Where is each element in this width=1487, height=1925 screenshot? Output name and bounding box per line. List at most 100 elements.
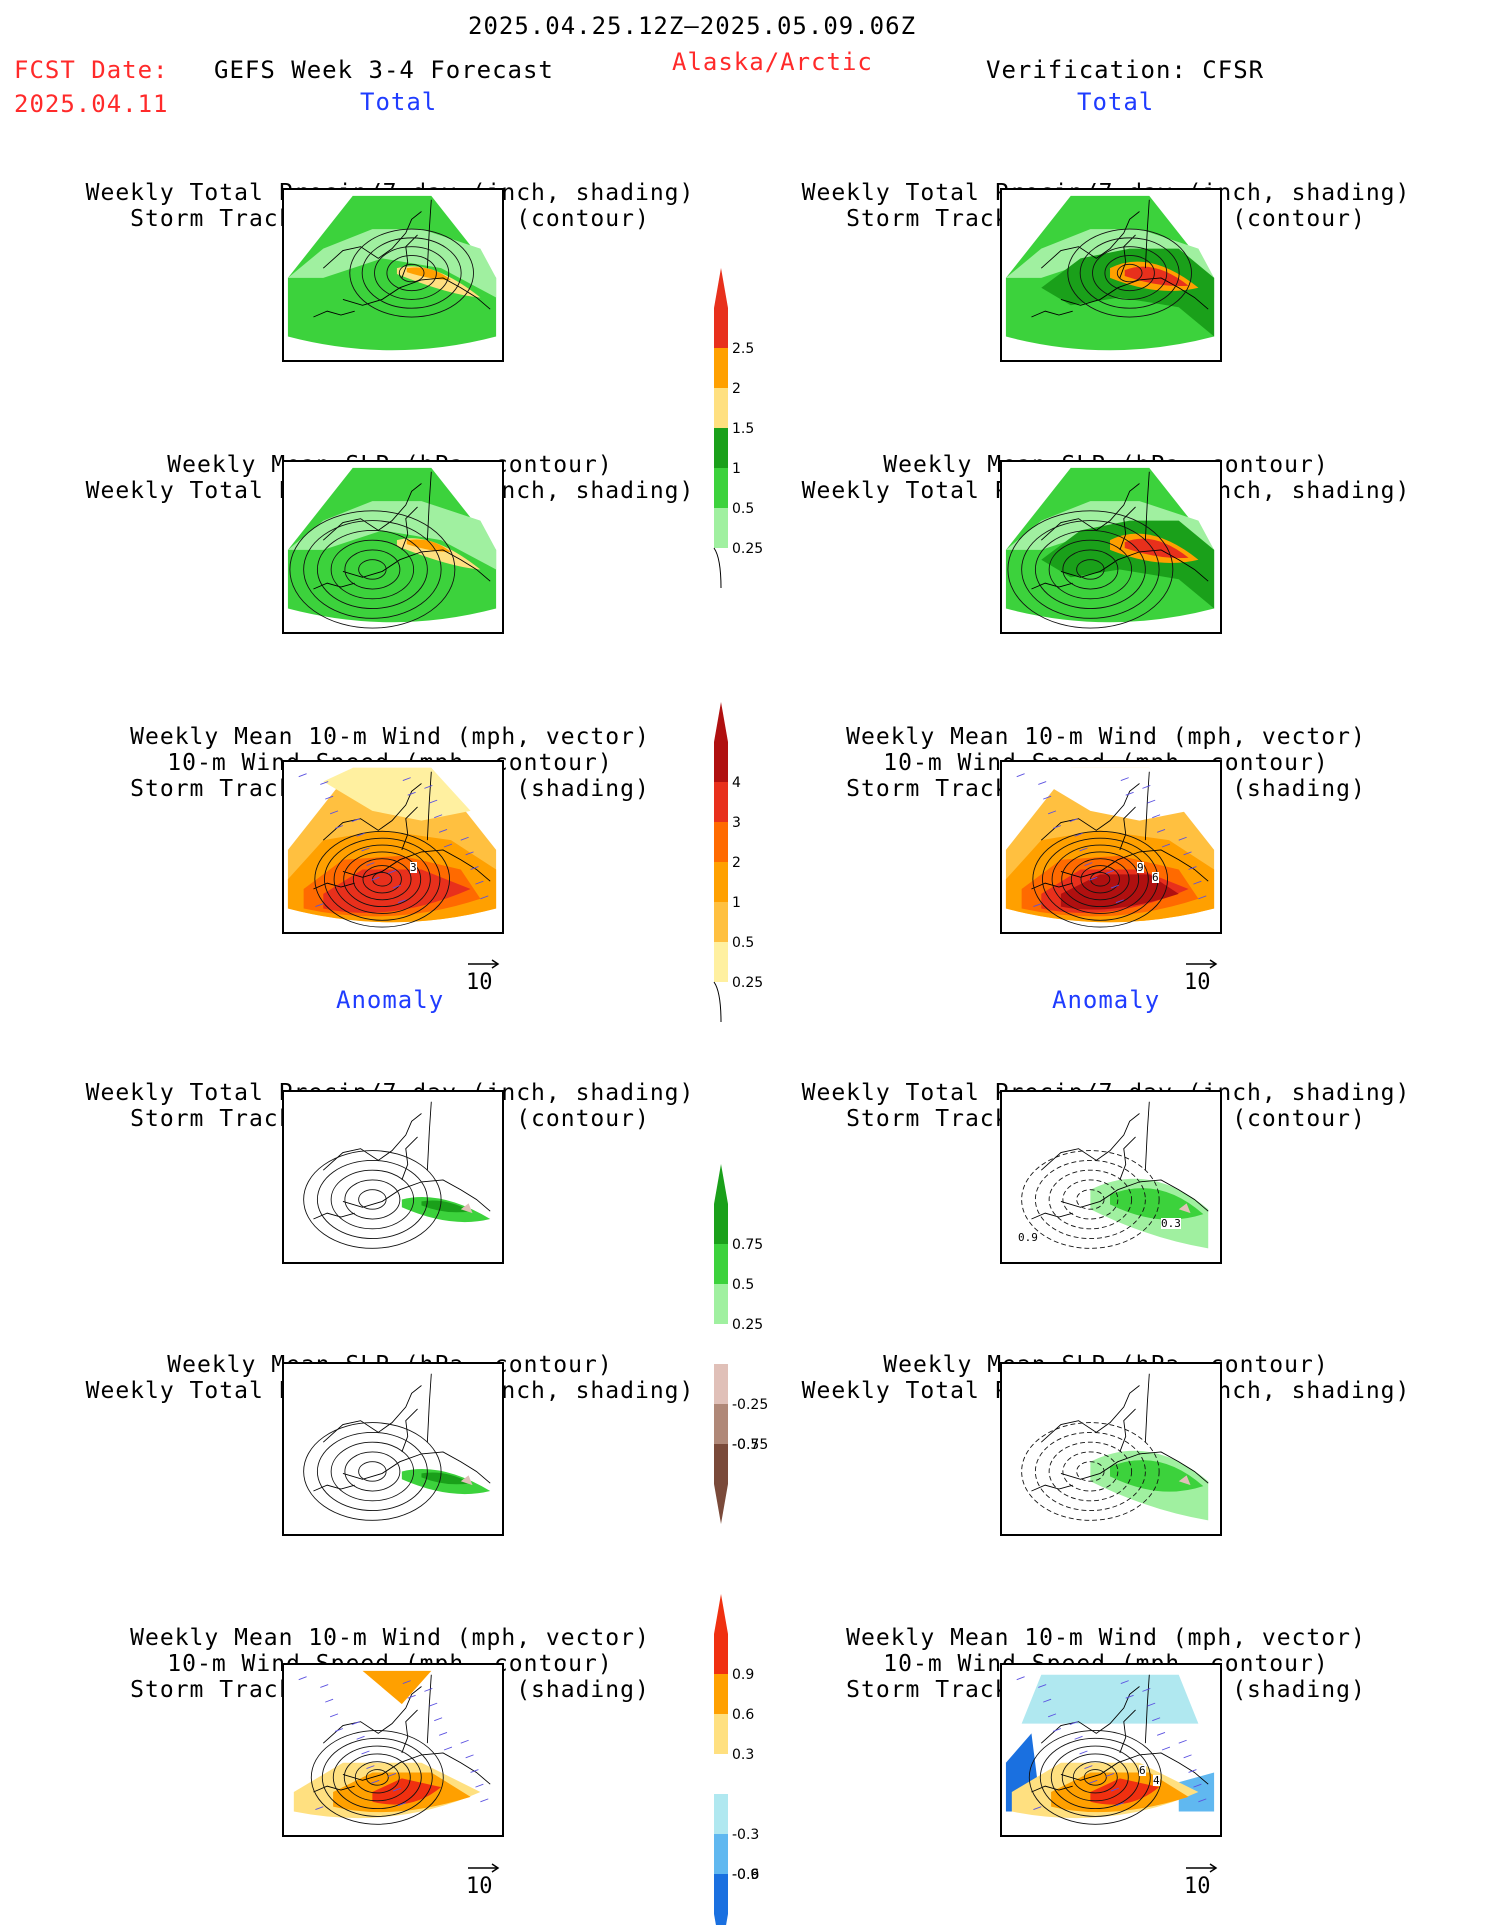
arrow-right-icon [468,1863,500,1873]
wind-vector [1183,851,1192,856]
shading-area [287,501,497,570]
coastline [426,1674,432,1744]
contour-line [303,520,442,619]
wind-vector [356,832,365,837]
coastline [426,1101,432,1171]
coastline [1060,849,1209,882]
wind-vector [1147,799,1156,804]
wind-vector [1115,1802,1124,1807]
contour-line [374,246,450,300]
colorbar-label: 0.5 [732,935,754,951]
coastline [1119,506,1136,551]
wind-vector [1079,847,1088,852]
wind-vector [1105,870,1115,874]
map-canvas [303,1101,491,1249]
section-total-right: Total [1077,88,1155,116]
wind-vector [371,1779,380,1784]
colorbar-segment [714,942,728,982]
wind-vector [1152,814,1161,819]
wind-vector [1183,1754,1192,1759]
wind-vector [1043,795,1052,800]
wind-vector [1016,773,1025,778]
wind-vector [1120,777,1129,781]
map-label: 4 [1153,1774,1160,1787]
colorbar-segment [714,1444,728,1484]
wind-vector [1147,1702,1156,1707]
contour-line [1083,1769,1107,1786]
coastline [401,506,418,551]
contour-line [358,1461,387,1482]
arrow-right-icon [1186,959,1218,969]
colorbar-top-triangle [714,1594,728,1634]
coastline [1040,1686,1140,1744]
coastline [426,471,432,541]
wind-vector [1069,818,1078,823]
contour-line [1076,559,1105,580]
coastline [1040,783,1140,841]
vector-ref-total-right: 10 [1184,958,1220,995]
contour-line [1062,549,1119,590]
contour-line [1076,1461,1105,1482]
vector-ref-total-left: 10 [466,958,502,995]
colorbar-label: -0.3 [732,1827,759,1843]
map-wind-storm-total-left [282,760,504,934]
colorbar-segment [714,348,728,388]
coastline [1031,582,1073,590]
colorbar-label: -0.75 [732,1437,768,1453]
wind-vector [1178,836,1187,841]
colorbar-label: -0.9 [732,1867,759,1883]
shading-area [1124,538,1189,559]
colorbar-segment [714,508,728,548]
contour-line [343,851,422,908]
contour-line [372,871,393,887]
colorbar-label: 4 [732,775,741,791]
colorbar-segment [714,1204,728,1244]
contour-line [361,237,462,309]
date-range: 2025.04.25.12Z–2025.05.09.06Z [468,12,917,40]
wind-vector [1110,884,1120,889]
coastline [322,783,422,841]
colorbar-segment [714,822,728,862]
colorbar-label: -0.25 [732,1397,768,1413]
map-slp-precip-total-left [282,460,504,634]
colorbar-label: 0.5 [732,1277,754,1293]
wind-vector [1038,781,1047,785]
contour-line [358,559,387,580]
map-precip-storm-anom-left [282,1090,504,1264]
coastline [313,582,355,590]
shading-area [421,1200,471,1213]
wind-vector [465,1754,474,1759]
contour-line [1076,1189,1105,1210]
wind-vector [371,876,380,881]
colorbar-bottom-triangle [714,1914,728,1925]
wind-vector [1125,791,1134,796]
coastline [1119,234,1136,279]
wind-vector [1161,843,1171,848]
map-label: 6 [1139,1764,1146,1777]
contour-line [352,858,412,901]
wind-vector [424,785,433,789]
wind-vector [1052,825,1062,829]
contour-line [344,1179,401,1220]
contour-line [324,837,441,921]
map-precip-storm-anom-right [1000,1090,1222,1264]
wind-vector [480,895,489,900]
wind-vector [329,1713,339,1718]
verification: Verification: CFSR [986,56,1265,84]
colorbar-segment [714,1404,728,1444]
wind-vector [1105,1773,1115,1777]
colorbar-segment [714,468,728,508]
wind-vector [1074,1735,1083,1740]
coastline [1040,1385,1140,1443]
wind-vector [1047,810,1057,815]
contour-line [303,1150,442,1249]
wind-vector [397,1802,406,1807]
coastline [1040,211,1140,269]
colorbar-label: 0.25 [732,541,763,557]
coastline [1144,199,1150,269]
coastline [313,1484,355,1492]
section-anomaly-right: Anomaly [1052,986,1161,1014]
map-canvas [287,195,497,351]
wind-vector [424,1688,433,1692]
coastline [426,1373,432,1443]
